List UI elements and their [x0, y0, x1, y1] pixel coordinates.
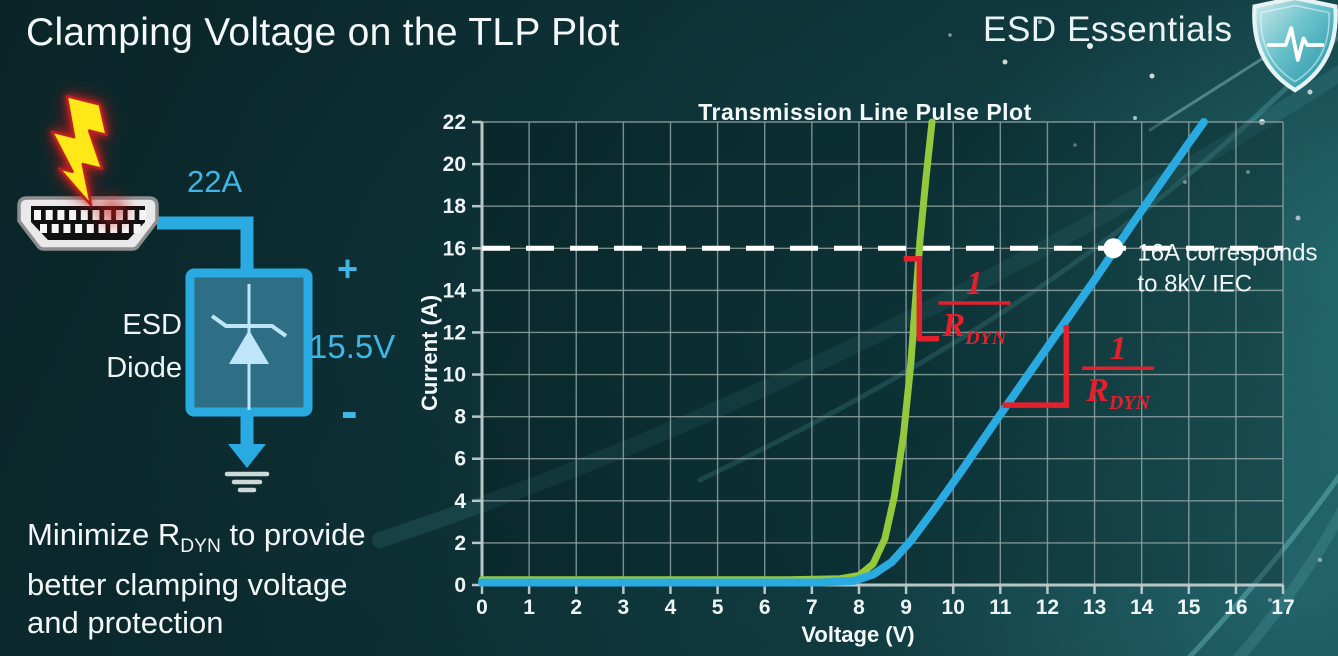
brand-text: ESD Essentials: [983, 10, 1233, 49]
zener-diode-icon: [210, 284, 288, 410]
svg-text:6: 6: [759, 596, 771, 619]
svg-text:2: 2: [570, 596, 582, 619]
svg-text:10: 10: [443, 364, 466, 387]
svg-text:RDYN: RDYN: [942, 307, 1008, 349]
esd-wire: [157, 216, 254, 278]
heartbeat-pulse-icon: [1266, 26, 1325, 62]
svg-text:2: 2: [454, 532, 466, 555]
esd-diode-box: [185, 268, 313, 417]
svg-text:16: 16: [1224, 596, 1247, 619]
svg-text:17: 17: [1271, 596, 1294, 619]
svg-text:Current (A): Current (A): [417, 295, 442, 411]
svg-text:Transmission Line Pulse Plot: Transmission Line Pulse Plot: [698, 99, 1032, 125]
svg-text:4: 4: [665, 596, 677, 619]
svg-text:0: 0: [476, 596, 488, 619]
clamp-voltage-label: 15.5V: [309, 328, 396, 365]
svg-text:12: 12: [443, 321, 466, 344]
takeaway-note: Minimize RDYN to provide better clamping…: [27, 516, 366, 642]
hdmi-connector-icon: [17, 196, 159, 251]
svg-text:6: 6: [454, 448, 466, 471]
surge-current-label: 22A: [187, 164, 243, 199]
svg-text:Voltage (V): Voltage (V): [801, 622, 914, 647]
svg-text:8: 8: [853, 596, 865, 619]
polarity-minus-label: -: [341, 383, 358, 439]
svg-text:to 8kV IEC: to 8kV IEC: [1137, 270, 1252, 297]
svg-text:22: 22: [443, 111, 466, 134]
note-line3: and protection: [27, 605, 224, 641]
svg-text:3: 3: [618, 596, 630, 619]
svg-text:4: 4: [454, 490, 466, 513]
svg-text:14: 14: [443, 279, 467, 302]
svg-text:7: 7: [806, 596, 818, 619]
svg-text:20: 20: [443, 153, 466, 176]
ground-icon: [224, 412, 270, 493]
svg-text:13: 13: [1083, 596, 1106, 619]
svg-text:5: 5: [712, 596, 724, 619]
svg-text:1: 1: [1110, 330, 1127, 367]
lightning-icon: [50, 94, 108, 207]
note-line1: Minimize RDYN to provide: [27, 517, 366, 558]
svg-text:18: 18: [443, 195, 467, 218]
circuit-diagram: [17, 94, 313, 493]
esd-diode-label-line2: Diode: [106, 352, 182, 384]
esd-diode-label: ESD Diode: [20, 304, 182, 390]
tlp-chart: 0 1 2 3 4 5 6 7 8 9 10 11 12 13 14 15 16 1702468101214161…: [417, 99, 1318, 647]
svg-text:8: 8: [454, 406, 466, 429]
svg-text:16: 16: [443, 237, 466, 260]
svg-text:RDYN: RDYN: [1085, 372, 1151, 414]
svg-text:9: 9: [900, 596, 912, 619]
svg-text:1: 1: [523, 596, 535, 619]
esd-diode-label-line1: ESD: [122, 309, 182, 341]
svg-text:14: 14: [1130, 596, 1154, 619]
svg-text:16A corresponds: 16A corresponds: [1137, 239, 1317, 266]
note-line2: better clamping voltage: [27, 567, 348, 603]
svg-text:0: 0: [454, 574, 466, 597]
svg-text:15: 15: [1177, 596, 1201, 619]
shield-logo-icon: [1252, 0, 1338, 93]
page-title: Clamping Voltage on the TLP Plot: [26, 11, 620, 54]
polarity-plus-label: +: [337, 248, 359, 289]
svg-text:12: 12: [1036, 596, 1059, 619]
svg-text:1: 1: [966, 265, 983, 302]
svg-text:10: 10: [942, 596, 965, 619]
svg-text:11: 11: [989, 596, 1012, 619]
